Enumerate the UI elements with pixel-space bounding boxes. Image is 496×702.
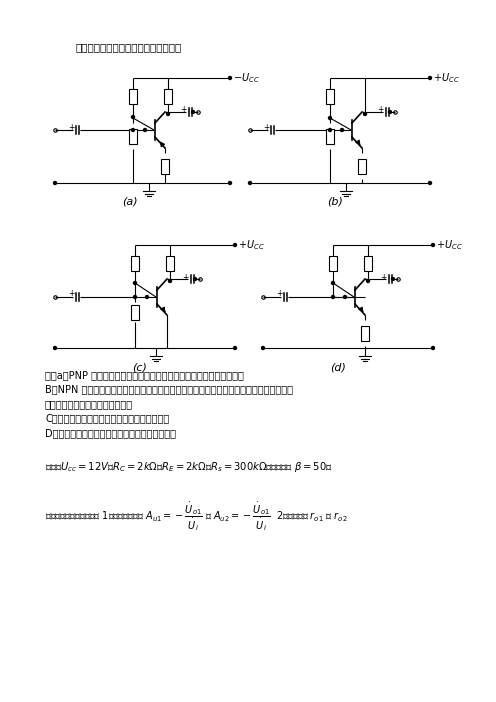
Text: +: +: [68, 289, 74, 298]
Circle shape: [145, 296, 148, 298]
Circle shape: [331, 282, 334, 284]
Text: $+U_{CC}$: $+U_{CC}$: [433, 71, 460, 85]
Text: +: +: [380, 272, 386, 282]
Text: +: +: [182, 272, 188, 282]
Bar: [129, 88, 137, 103]
Circle shape: [391, 277, 394, 281]
Text: $+U_{CC}$: $+U_{CC}$: [436, 238, 463, 252]
Circle shape: [229, 77, 232, 79]
Circle shape: [133, 282, 136, 284]
Bar: [161, 159, 169, 173]
Bar: [364, 256, 372, 270]
Circle shape: [432, 244, 434, 246]
Circle shape: [167, 112, 170, 116]
Bar: [164, 88, 172, 103]
Circle shape: [388, 110, 391, 114]
Bar: [326, 128, 334, 143]
Text: $+U_{CC}$: $+U_{CC}$: [238, 238, 265, 252]
Text: (a): (a): [122, 197, 138, 207]
Bar: [131, 256, 139, 270]
Circle shape: [367, 279, 370, 282]
Text: 解：a）PNP 型，有偏置电阻，电容极性正确，电压极性正确，可以放大: 解：a）PNP 型，有偏置电阻，电容极性正确，电压极性正确，可以放大: [45, 370, 244, 380]
Bar: [131, 305, 139, 319]
Bar: [361, 326, 369, 340]
Text: D）输入信号被短路，集电结正偏，无法实现放大: D）输入信号被短路，集电结正偏，无法实现放大: [45, 428, 176, 438]
Text: 判断图中各个电路能不能放大交流信号: 判断图中各个电路能不能放大交流信号: [75, 42, 181, 52]
Circle shape: [432, 347, 434, 350]
Text: +: +: [276, 289, 282, 298]
Text: 电路有两个输出端，试求 1）电压放大倍数 $A_{u1}=-\dfrac{\dot{U}_{o1}}{\dot{U}_i}$ 和 $A_{u2}=-\dfrac: 电路有两个输出端，试求 1）电压放大倍数 $A_{u1}=-\dfrac{\do…: [45, 501, 348, 534]
Circle shape: [429, 77, 432, 79]
Text: B）NPN 型，电压极性正确，电容极性正确，但无集电极电阻，无法将集电极的电流变化转: B）NPN 型，电压极性正确，电容极性正确，但无集电极电阻，无法将集电极的电流变…: [45, 385, 293, 395]
Text: +: +: [377, 105, 383, 114]
Text: (b): (b): [327, 197, 343, 207]
Bar: [326, 88, 334, 103]
Text: C）能，但无发射极电阻，无法稳定静态工作点: C）能，但无发射极电阻，无法稳定静态工作点: [45, 413, 169, 423]
Circle shape: [234, 347, 237, 350]
Bar: [129, 128, 137, 143]
Text: 化为电压变化，无法实现电压放大: 化为电压变化，无法实现电压放大: [45, 399, 133, 409]
Circle shape: [169, 279, 172, 282]
Circle shape: [54, 347, 57, 350]
Bar: [358, 159, 366, 173]
Circle shape: [331, 296, 334, 298]
Circle shape: [429, 182, 432, 185]
Circle shape: [328, 117, 331, 119]
Text: +: +: [263, 123, 269, 131]
Circle shape: [143, 128, 146, 131]
Text: $-U_{CC}$: $-U_{CC}$: [233, 71, 260, 85]
Circle shape: [131, 128, 134, 131]
Circle shape: [191, 110, 194, 114]
Text: 如图，$U_{cc}=12V$，$R_C=2k\Omega$，$R_E=2k\Omega$，$R_s=300k\Omega$，晶体管的 $\beta=50$。: 如图，$U_{cc}=12V$，$R_C=2k\Omega$，$R_E=2k\O…: [45, 461, 333, 475]
Circle shape: [229, 182, 232, 185]
Text: (c): (c): [132, 362, 147, 372]
Circle shape: [328, 128, 331, 131]
Bar: [166, 256, 174, 270]
Circle shape: [133, 296, 136, 298]
Circle shape: [193, 277, 196, 281]
Circle shape: [54, 182, 57, 185]
Circle shape: [261, 347, 264, 350]
Circle shape: [131, 116, 134, 119]
Text: (d): (d): [330, 362, 346, 372]
Text: +: +: [68, 123, 74, 131]
Circle shape: [248, 182, 251, 185]
Circle shape: [234, 244, 237, 246]
Circle shape: [364, 112, 367, 116]
Circle shape: [340, 128, 344, 131]
Bar: [329, 256, 337, 270]
Circle shape: [344, 296, 347, 298]
Text: +: +: [180, 105, 186, 114]
